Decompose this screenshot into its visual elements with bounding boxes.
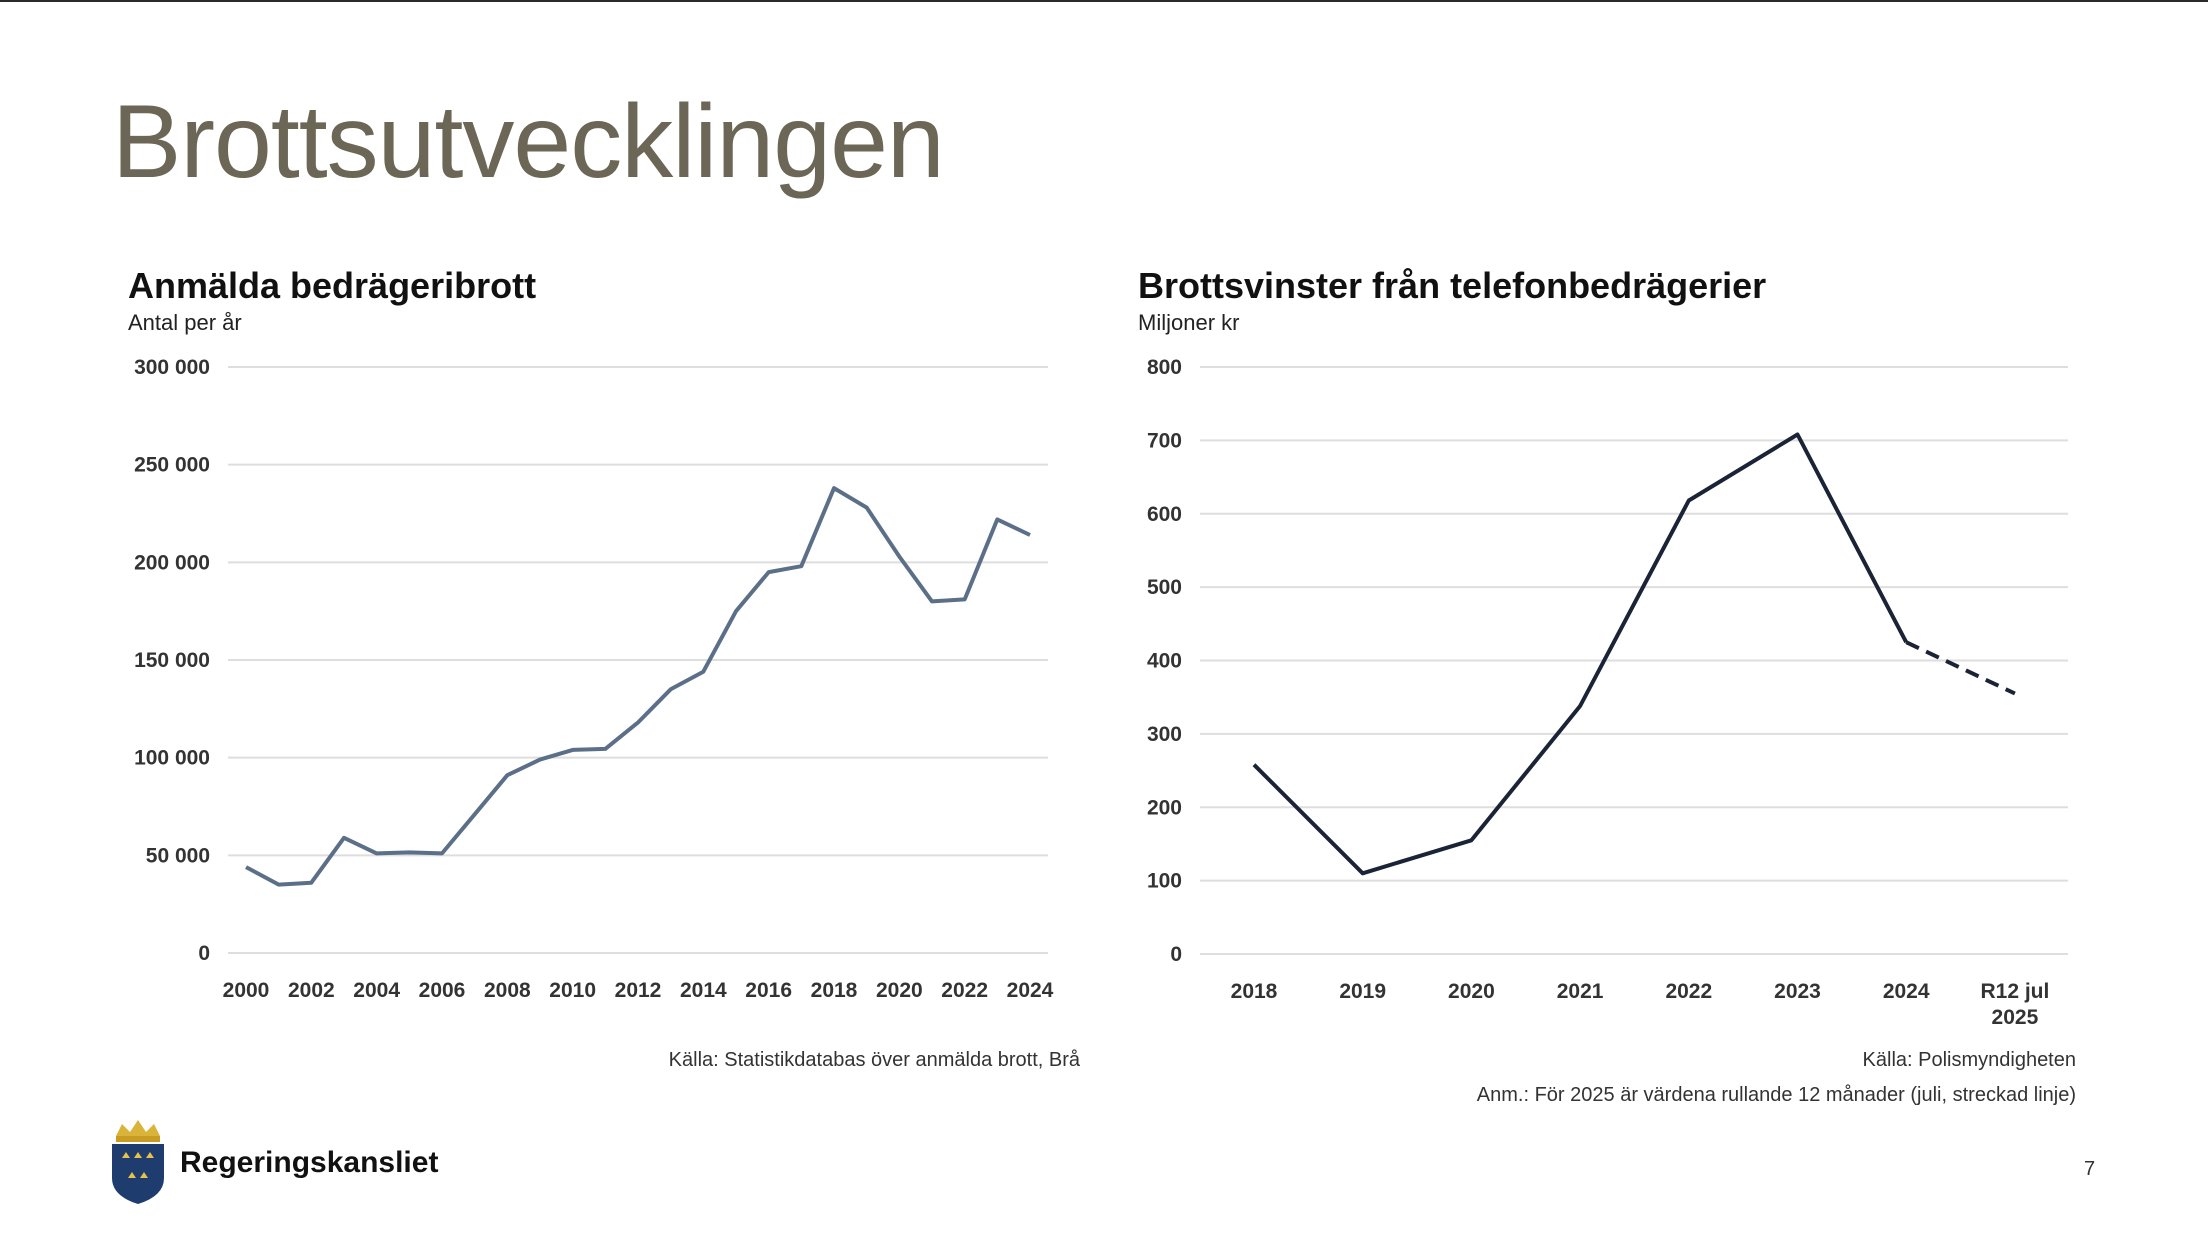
- chart-left-x-tick: 2002: [288, 979, 335, 1002]
- chart-left-y-tick: 0: [198, 942, 210, 965]
- top-rule: [0, 0, 2208, 2]
- chart-left-y-tick: 300 000: [134, 356, 210, 379]
- chart-fraud-reports: Anmälda bedrägeribrott Antal per år Käll…: [128, 265, 1081, 1071]
- chart-right-y-tick: 400: [1147, 650, 1182, 673]
- chart-left-x-tick: 2020: [876, 979, 923, 1002]
- chart-left-x-tick: 2008: [484, 979, 531, 1002]
- chart-left-subtitle: Antal per år: [128, 310, 242, 335]
- chart-left-x-tick: 2018: [811, 979, 858, 1002]
- chart-right-y-tick: 600: [1147, 503, 1182, 526]
- chart-right-x-tick: 2018: [1231, 980, 1278, 1003]
- chart-right-x-tick: 2025: [1992, 1006, 2039, 1029]
- chart-left-y-tick: 250 000: [134, 454, 210, 477]
- chart-right-x-tick: 2022: [1665, 980, 1712, 1003]
- org-name: Regeringskansliet: [180, 1146, 439, 1179]
- chart-left-y-tick: 50 000: [146, 844, 210, 867]
- chart-left-x-tick: 2000: [223, 979, 270, 1002]
- chart-right-x-tick: R12 jul: [1980, 980, 2049, 1003]
- chart-right-y-tick: 300: [1147, 723, 1182, 746]
- chart-left-y-tick: 200 000: [134, 551, 210, 574]
- chart-left-x-tick: 2012: [615, 979, 662, 1002]
- chart-right-y-tick: 700: [1147, 429, 1182, 452]
- chart-phone-fraud-profits: Brottsvinster från telefonbedrägerier Mi…: [1138, 265, 2076, 1106]
- chart-right-x-tick: 2019: [1339, 980, 1386, 1003]
- chart-right-y-tick: 0: [1170, 943, 1182, 966]
- chart-right-source: Källa: Polismyndigheten: [1863, 1049, 2076, 1071]
- slide-title: Brottsutvecklingen: [112, 84, 945, 200]
- chart-left-x-tick: 2022: [941, 979, 988, 1002]
- chart-right-x-tick: 2021: [1557, 980, 1604, 1003]
- chart-left-x-tick: 2024: [1007, 979, 1054, 1002]
- chart-right-y-tick: 800: [1147, 356, 1182, 379]
- chart-left-series-line: [245, 486, 1031, 887]
- chart-right-subtitle: Miljoner kr: [1138, 310, 1239, 335]
- chart-right-y-tick: 100: [1147, 870, 1182, 893]
- chart-right-x-tick: 2020: [1448, 980, 1495, 1003]
- chart-right-series-dashed: [1905, 640, 2016, 696]
- swedish-crown-shield-icon: [108, 1118, 168, 1206]
- chart-left-x-tick: 2006: [419, 979, 466, 1002]
- chart-left-y-tick: 100 000: [134, 747, 210, 770]
- chart-right-x-tick: 2024: [1883, 980, 1930, 1003]
- chart-right-note: Anm.: För 2025 är värdena rullande 12 må…: [1477, 1084, 2076, 1106]
- chart-right-y-tick: 500: [1147, 576, 1182, 599]
- chart-left-source: Källa: Statistikdatabas över anmälda bro…: [669, 1049, 1081, 1071]
- page-number: 7: [2084, 1158, 2096, 1180]
- chart-left-x-tick: 2004: [353, 979, 400, 1002]
- chart-right-x-tick: 2023: [1774, 980, 1821, 1003]
- chart-left-title: Anmälda bedrägeribrott: [128, 265, 536, 306]
- chart-left-x-tick: 2010: [549, 979, 596, 1002]
- chart-right-title: Brottsvinster från telefonbedrägerier: [1138, 265, 1766, 306]
- chart-left-x-tick: 2014: [680, 979, 727, 1002]
- chart-right-y-tick: 200: [1147, 796, 1182, 819]
- chart-right-series-line: [1252, 432, 1908, 876]
- chart-left-x-tick: 2016: [745, 979, 792, 1002]
- chart-left-y-tick: 150 000: [134, 649, 210, 672]
